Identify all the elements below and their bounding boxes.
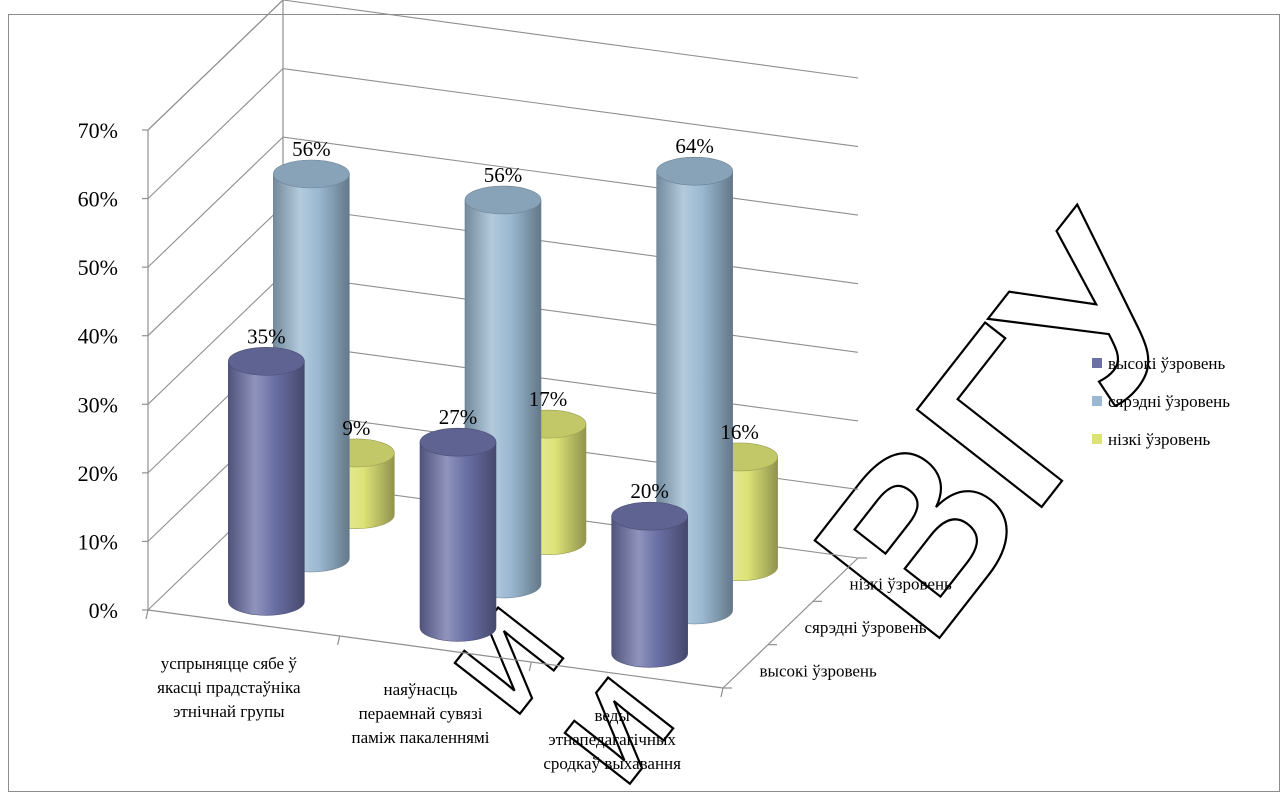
legend-swatch bbox=[1092, 396, 1102, 406]
depth-axis-labels: высокі ўзровень сярэдні ўзровень нізкі ўзр… bbox=[760, 575, 953, 681]
value-label-1-0: 56% bbox=[292, 137, 331, 161]
y-tick-label-4: 40% bbox=[78, 324, 118, 349]
legend-label: нізкі ўзровень bbox=[1108, 430, 1211, 449]
legend-label: высокі ўзровень bbox=[1108, 354, 1226, 373]
cylinder-body bbox=[612, 516, 688, 667]
depth-label-0: высокі ўзровень bbox=[760, 661, 878, 680]
category-label-line: наяўнасць bbox=[383, 680, 457, 699]
category-label-1: наяўнасць пераемнай сувязі паміж пакалення… bbox=[352, 680, 490, 747]
legend-item-1: сярэдні ўзровень bbox=[1092, 392, 1230, 411]
legend-label: сярэдні ўзровень bbox=[1108, 392, 1230, 411]
value-label-2-2: 16% bbox=[720, 420, 759, 444]
value-label-0-0: 35% bbox=[247, 324, 286, 348]
depth-label-1: сярэдні ўзровень bbox=[805, 618, 927, 637]
y-tick-label-3: 30% bbox=[78, 392, 118, 417]
value-label-2-1: 17% bbox=[529, 387, 568, 411]
value-label-1-2: 64% bbox=[675, 134, 714, 158]
x-tick-3 bbox=[721, 688, 723, 697]
cylinder-top bbox=[465, 186, 541, 214]
value-label-1-1: 56% bbox=[484, 163, 523, 187]
value-label-2-0: 9% bbox=[342, 416, 370, 440]
y-tick-label-2: 20% bbox=[78, 461, 118, 486]
cylinder-0-0 bbox=[228, 347, 304, 615]
cylinder-top bbox=[273, 160, 349, 188]
category-label-line: пераемнай сувязі bbox=[359, 704, 483, 723]
cylinder-top bbox=[657, 157, 733, 185]
cylinder-0-2 bbox=[612, 502, 688, 667]
y-tick-label-6: 60% bbox=[78, 187, 118, 212]
y-tick-label-5: 50% bbox=[78, 255, 118, 280]
depth-label-2: нізкі ўзровень bbox=[850, 575, 953, 594]
y-tick-label-1: 10% bbox=[78, 529, 118, 554]
legend-swatch bbox=[1092, 434, 1102, 444]
category-label-line: этнапедагагічных bbox=[548, 730, 676, 749]
cylinder-top bbox=[228, 347, 304, 375]
cylinders bbox=[228, 157, 777, 667]
cylinder-body bbox=[420, 442, 496, 641]
y-tick-label-7: 70% bbox=[78, 118, 118, 143]
category-label-line: паміж пакаленнямі bbox=[352, 728, 490, 747]
gridline-7 bbox=[148, 0, 858, 130]
watermark-part-2: ВГУ bbox=[766, 173, 1241, 680]
y-tick-label-0: 0% bbox=[89, 598, 118, 623]
category-label-line: якасці прадстаўніка bbox=[157, 678, 301, 697]
x-tick-0 bbox=[146, 610, 148, 619]
cylinder-top bbox=[612, 502, 688, 530]
x-tick-1 bbox=[338, 636, 340, 645]
y-axis-ticks: 0% 10% 20% 30% 40% 50% 60% 70% bbox=[78, 118, 148, 623]
value-label-0-2: 20% bbox=[630, 479, 669, 503]
cylinder-body bbox=[228, 361, 304, 615]
category-label-line: веды bbox=[595, 706, 631, 725]
legend-swatch bbox=[1092, 358, 1102, 368]
cylinder-top bbox=[420, 428, 496, 456]
value-label-0-1: 27% bbox=[439, 405, 478, 429]
legend: высокі ўзровень сярэдні ўзровень нізкі ўзр… bbox=[1092, 354, 1230, 449]
legend-item-0: высокі ўзровень bbox=[1092, 354, 1226, 373]
category-label-0: успрыняцце сябе ў якасці прадстаўніка этні… bbox=[157, 654, 301, 721]
category-label-line: сродкаў выхавання bbox=[543, 754, 681, 773]
category-label-line: успрыняцце сябе ў bbox=[161, 654, 298, 673]
category-label-line: этнічнай групы bbox=[173, 702, 285, 721]
cylinder-0-1 bbox=[420, 428, 496, 641]
legend-item-2: нізкі ўзровень bbox=[1092, 430, 1211, 449]
